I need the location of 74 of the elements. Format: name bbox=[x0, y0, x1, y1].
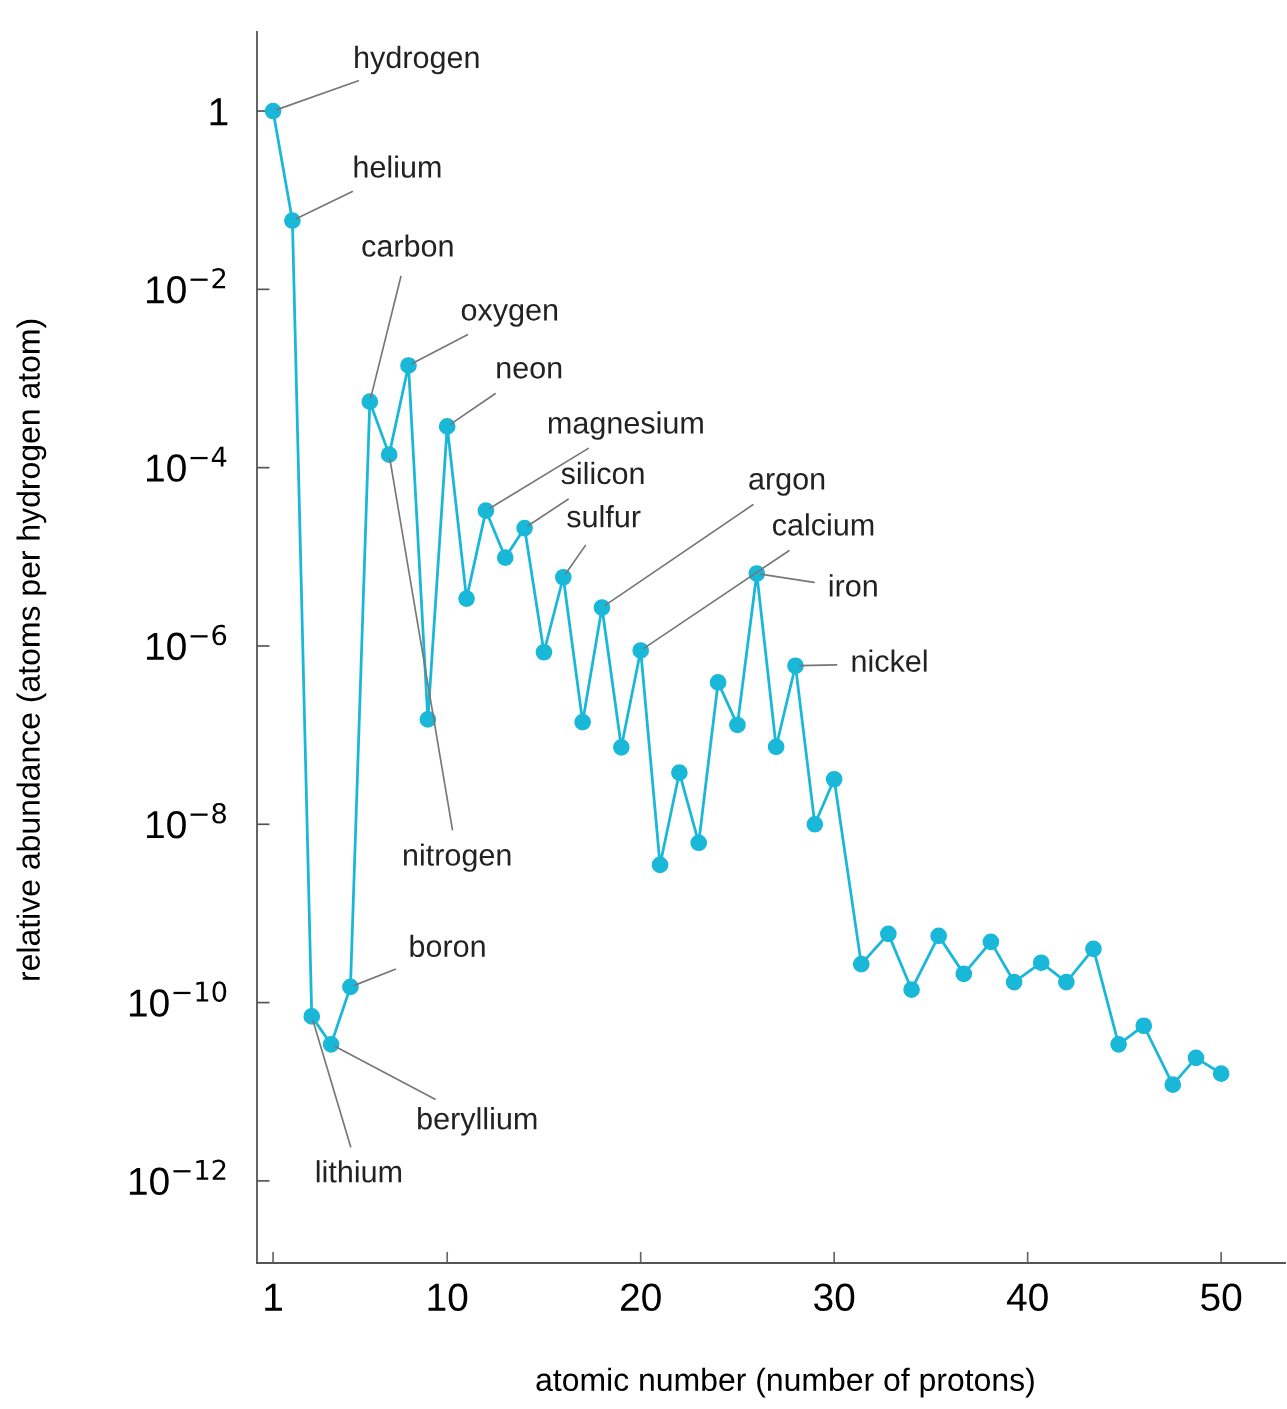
y-axis-title: relative abundance (atoms per hydrogen atom) bbox=[16, 319, 47, 980]
point bbox=[535, 643, 553, 661]
annotation: argon bbox=[749, 472, 825, 496]
annotation: hydrogen bbox=[355, 45, 479, 75]
point bbox=[729, 716, 746, 734]
point bbox=[1058, 973, 1075, 991]
y-tick-label: 10$^{−2}$ bbox=[147, 268, 226, 304]
point bbox=[342, 978, 359, 996]
annotation: helium bbox=[354, 155, 441, 178]
point bbox=[1032, 954, 1050, 972]
point bbox=[1110, 1036, 1127, 1053]
annotation: magnesium bbox=[548, 411, 703, 440]
point bbox=[361, 393, 379, 410]
point bbox=[632, 642, 650, 659]
point bbox=[1135, 1017, 1153, 1035]
point bbox=[852, 955, 870, 973]
y-tick-label: 10$^{−8}$ bbox=[147, 802, 226, 839]
annotation: carbon bbox=[362, 234, 453, 257]
point bbox=[554, 568, 572, 586]
point bbox=[825, 770, 843, 788]
y-tick-label: 1 bbox=[210, 98, 228, 126]
point bbox=[438, 418, 456, 435]
x-axis-title: atomic number (number of protons) bbox=[536, 1367, 1034, 1398]
point bbox=[1085, 940, 1102, 958]
annotation: sulfur bbox=[567, 505, 641, 528]
point bbox=[284, 212, 301, 229]
point bbox=[930, 927, 947, 945]
x-tick-label: 30 bbox=[814, 1283, 855, 1312]
point bbox=[671, 764, 688, 781]
point bbox=[651, 856, 669, 874]
point bbox=[787, 657, 804, 675]
point bbox=[264, 102, 282, 120]
annotation: boron bbox=[410, 934, 485, 958]
point bbox=[1212, 1065, 1230, 1082]
annotation: silicon bbox=[561, 461, 644, 485]
annotation: calcium bbox=[772, 513, 874, 536]
point bbox=[767, 738, 785, 756]
annotation: iron bbox=[829, 574, 877, 597]
x-tick-label: 10 bbox=[428, 1283, 468, 1312]
point bbox=[400, 357, 417, 374]
point bbox=[1005, 973, 1023, 991]
annotation: neon bbox=[497, 361, 562, 379]
y-tick-label: 10$^{−6}$ bbox=[147, 624, 227, 661]
point bbox=[516, 519, 533, 537]
x-tick-label: 40 bbox=[1006, 1283, 1048, 1312]
point bbox=[477, 502, 495, 519]
annotation: nickel bbox=[852, 649, 927, 672]
point bbox=[496, 549, 514, 566]
point bbox=[880, 925, 897, 943]
annotation: beryllium bbox=[418, 1107, 537, 1136]
annotation: lithium bbox=[316, 1160, 402, 1183]
x-tick-label: 1 bbox=[265, 1283, 282, 1311]
point bbox=[380, 446, 398, 463]
point bbox=[806, 815, 824, 833]
annotation: oxygen bbox=[461, 303, 558, 327]
y-tick-label: 10$^{−12}$ bbox=[129, 1159, 226, 1196]
point bbox=[903, 981, 920, 998]
point bbox=[458, 590, 475, 607]
annotation: nitrogen bbox=[403, 843, 511, 872]
point bbox=[709, 674, 727, 691]
point bbox=[955, 965, 973, 983]
point bbox=[303, 1008, 321, 1025]
point bbox=[690, 834, 708, 852]
y-tick-label: 10$^{−4}$ bbox=[147, 446, 227, 482]
point bbox=[982, 933, 1000, 951]
x-tick-label: 20 bbox=[621, 1283, 661, 1312]
point bbox=[1164, 1076, 1182, 1094]
x-tick-label: 50 bbox=[1201, 1283, 1242, 1312]
point bbox=[593, 599, 611, 616]
point bbox=[1187, 1049, 1205, 1067]
point bbox=[322, 1036, 340, 1053]
point bbox=[613, 738, 630, 756]
point bbox=[574, 713, 591, 731]
y-tick-label: 10$^{−10}$ bbox=[129, 981, 227, 1017]
